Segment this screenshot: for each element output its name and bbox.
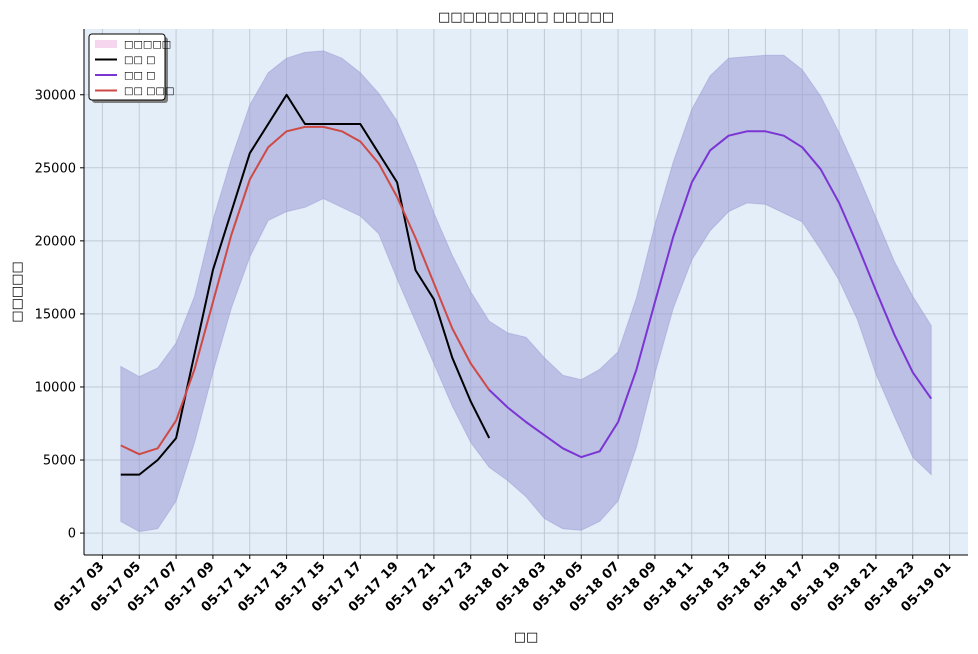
x-axis-title: □□ (514, 630, 539, 645)
confidence-band-layer (120, 50, 932, 533)
y-tick-label: 10000 (35, 380, 76, 395)
legend-label: □□ □ (124, 71, 156, 82)
legend: □□□□□ □□ □ □□ □ □□ □□□ (88, 33, 174, 103)
y-tick-label: 20000 (35, 234, 76, 249)
legend-label: □□ □ (124, 55, 156, 66)
series-line-2 (120, 125, 491, 456)
y-tick-label: 15000 (35, 307, 76, 322)
chart-title: □□□□□□□□□ □□□□□ (438, 10, 614, 25)
y-axis-ticks: 0 5000 10000 15000 20000 25000 30000 (35, 88, 84, 542)
y-tick-label: 0 (68, 527, 76, 542)
y-axis-title: □□□□□ (10, 261, 25, 322)
y-tick-label: 25000 (35, 161, 76, 176)
legend-swatch-band (95, 40, 117, 48)
legend-label: □□□□□ (124, 40, 171, 51)
series-line-0 (120, 93, 491, 476)
y-tick-label: 5000 (43, 454, 76, 469)
y-tick-label: 30000 (35, 88, 76, 103)
confidence-band (120, 50, 932, 533)
legend-label: □□ □□□ (124, 86, 174, 97)
series-layer (120, 93, 933, 476)
series-line-1 (488, 130, 933, 459)
legend-box (88, 33, 166, 101)
